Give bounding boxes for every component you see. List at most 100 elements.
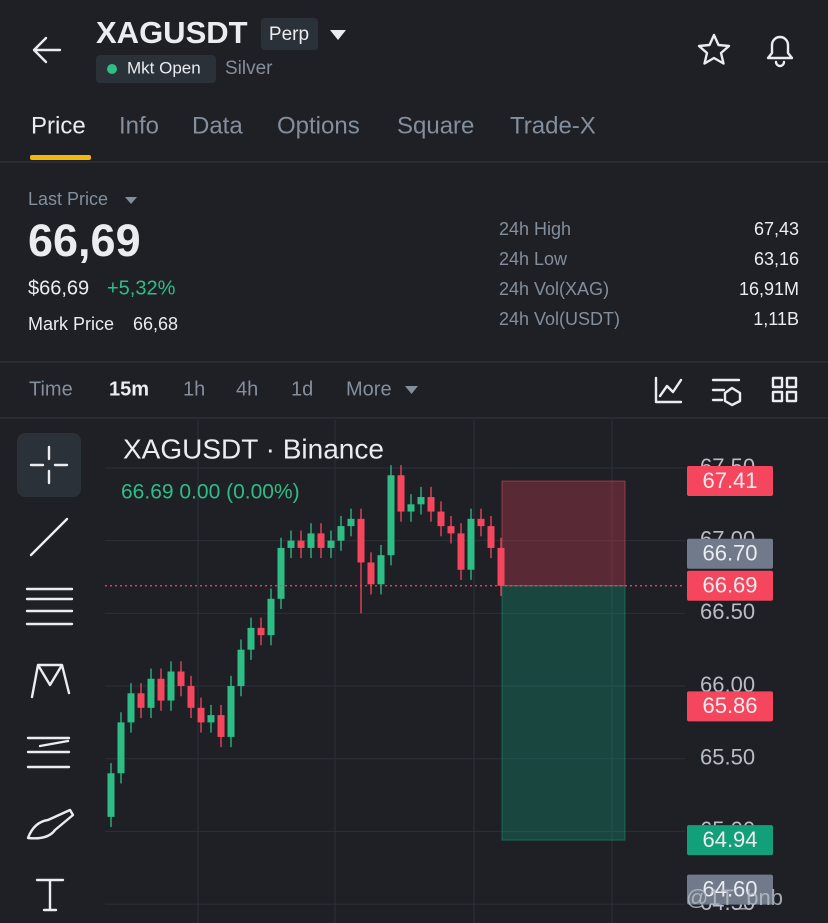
candle-body — [227, 686, 235, 737]
price-tag-label: 66.70 — [702, 541, 757, 566]
candle-body — [107, 773, 115, 817]
last-price-label: Last Price — [28, 189, 108, 209]
mark-price-label: Mark Price — [28, 314, 114, 334]
stat-label: 24h Low — [499, 249, 568, 269]
candle-body — [257, 627, 265, 636]
candle-body — [307, 533, 315, 548]
candle-body — [407, 504, 415, 512]
candle-body — [147, 678, 155, 708]
stat-label: 24h Vol(USDT) — [499, 309, 620, 329]
stat-label: 24h Vol(XAG) — [499, 279, 609, 299]
price-tag-label: 64.94 — [702, 827, 757, 852]
price-tag — [687, 538, 773, 569]
candle-body — [197, 707, 205, 723]
alert-button[interactable] — [766, 35, 794, 68]
tab[interactable]: Info — [119, 112, 159, 139]
symbol-dropdown[interactable] — [330, 30, 346, 40]
stop-zone — [501, 480, 626, 587]
trendline-tool[interactable] — [29, 517, 69, 557]
contract-badge — [261, 18, 318, 50]
candle-body — [287, 540, 295, 548]
candle-body — [467, 518, 475, 570]
candle-body — [337, 526, 345, 541]
price-tag — [687, 691, 773, 722]
status-dot — [107, 64, 117, 74]
candle-body — [387, 475, 395, 556]
candle-body — [447, 526, 455, 534]
status-badge — [96, 55, 216, 83]
contract: Perp — [269, 24, 309, 45]
candle-body — [187, 686, 195, 708]
price-tag-label: 66.69 — [702, 573, 757, 598]
brush-tool[interactable] — [26, 808, 75, 840]
candle-body — [127, 693, 135, 723]
candle-body — [177, 671, 185, 687]
y-tick-label: 66.50 — [700, 599, 755, 624]
crosshair-tool[interactable] — [29, 445, 69, 485]
favorite-button[interactable] — [697, 33, 731, 65]
candle-body — [297, 540, 305, 548]
interval[interactable]: 15m — [109, 378, 149, 400]
candle-body — [237, 649, 245, 687]
price-tag-label: 64.60 — [702, 876, 757, 901]
interval[interactable]: Time — [29, 378, 73, 400]
stat-value: 1,11B — [753, 309, 799, 329]
price-tag — [687, 874, 773, 905]
price-change: +5,32% — [107, 277, 176, 299]
stat-value: 63,16 — [754, 249, 799, 269]
usd-price: $66,69 — [28, 277, 89, 299]
candle-body — [217, 715, 225, 737]
stat-value: 67,43 — [754, 219, 799, 239]
symbol: XAGUSDT — [96, 15, 248, 50]
candle-body — [427, 497, 435, 512]
interval[interactable]: 1h — [183, 378, 205, 400]
candle-body — [277, 547, 285, 599]
last-price: 66,69 — [28, 215, 141, 266]
stat-label: 24h High — [499, 219, 571, 239]
candle-body — [417, 497, 425, 505]
candle-body — [497, 547, 505, 586]
price-tag — [687, 466, 773, 497]
indicator-button[interactable] — [654, 376, 683, 404]
interval[interactable]: 1d — [291, 378, 313, 400]
more-dropdown[interactable] — [405, 386, 418, 394]
projection-tool[interactable] — [26, 736, 71, 769]
tab-indicator — [30, 155, 91, 160]
price-tag-label: 65.86 — [702, 693, 757, 718]
fib-tool[interactable] — [25, 587, 74, 626]
interval[interactable]: More — [346, 378, 392, 400]
candle-body — [437, 511, 445, 527]
candle-body — [357, 518, 365, 563]
tab[interactable]: Options — [277, 112, 360, 139]
candle-body — [347, 518, 355, 527]
candle-body — [457, 533, 465, 570]
back-button[interactable] — [32, 36, 62, 64]
chart-legend: 66.69 0.00 (0.00%) — [121, 481, 300, 504]
price-tag-label: 67.41 — [702, 468, 757, 493]
tab[interactable]: Price — [31, 112, 86, 139]
status: Mkt Open — [127, 58, 201, 77]
interval[interactable]: 4h — [236, 378, 258, 400]
candle-body — [247, 627, 255, 650]
candle-body — [477, 518, 485, 527]
tab[interactable]: Trade-X — [510, 112, 596, 139]
pattern-tool[interactable] — [30, 663, 71, 699]
price-tag — [687, 570, 773, 601]
candle-body — [367, 562, 375, 585]
candle-body — [207, 715, 215, 723]
candle-body — [267, 598, 275, 636]
candle-body — [117, 722, 125, 774]
tab[interactable]: Data — [192, 112, 243, 139]
text-tool[interactable] — [35, 878, 65, 912]
tab[interactable]: Square — [397, 112, 474, 139]
candle-body — [317, 533, 325, 548]
watermark: @1T_bnb — [686, 885, 783, 910]
settings-button[interactable] — [711, 378, 742, 407]
chart-title: XAGUSDT · Binance — [123, 433, 384, 464]
layout-button[interactable] — [771, 376, 798, 403]
y-tick-label: 65.50 — [700, 745, 755, 770]
last-price-dropdown[interactable] — [125, 197, 137, 204]
